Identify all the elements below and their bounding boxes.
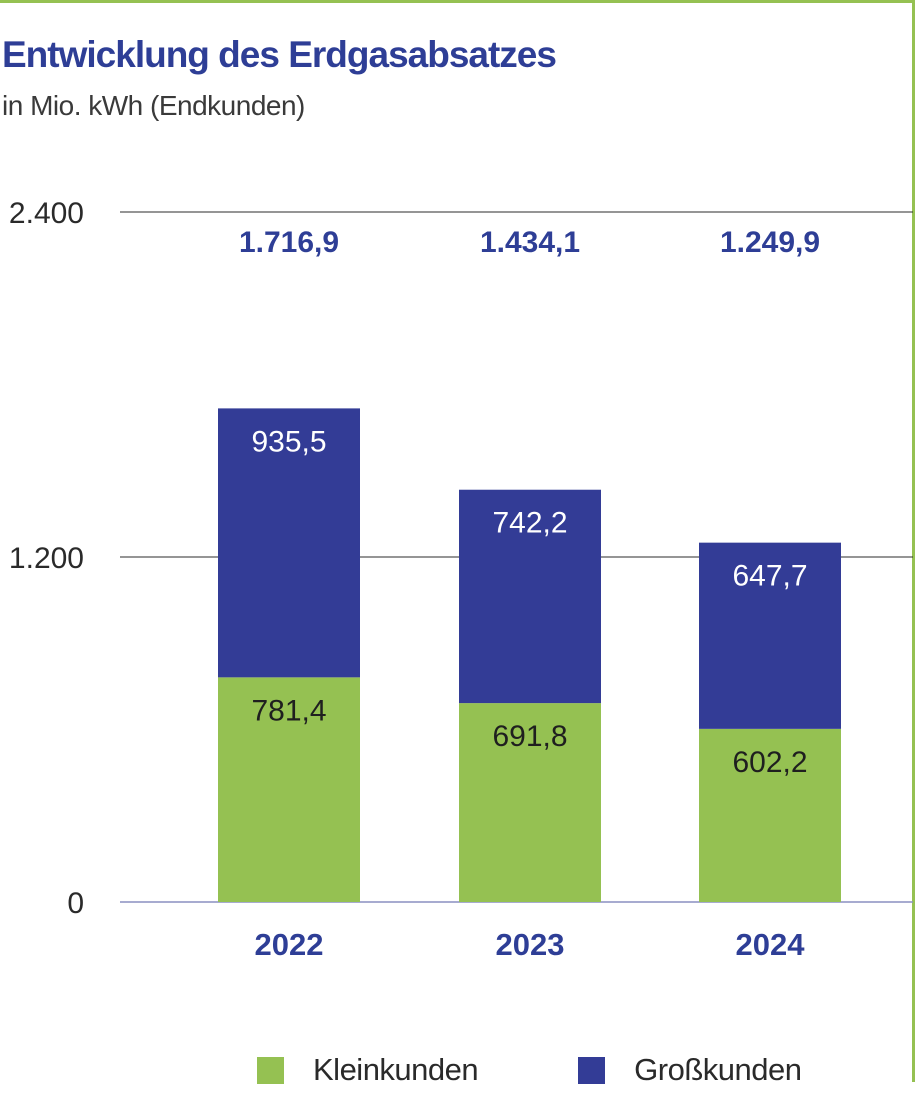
bar-value-label: 781,4 — [251, 694, 326, 727]
chart-legend: Kleinkunden Großkunden — [257, 1050, 901, 1090]
x-tick-label: 2022 — [255, 927, 324, 962]
frame-right-border — [912, 0, 915, 1082]
chart-subtitle: in Mio. kWh (Endkunden) — [2, 90, 305, 121]
legend-swatch-kleinkunden — [257, 1056, 284, 1084]
x-tick-label: 2023 — [496, 927, 565, 962]
y-tick-label: 1.200 — [9, 542, 84, 575]
bar-value-label: 647,7 — [732, 560, 807, 593]
legend-label-grosskunden: Großkunden — [634, 1052, 802, 1087]
bar-value-label: 742,2 — [492, 507, 567, 540]
legend-item-kleinkunden: Kleinkunden — [257, 1052, 479, 1088]
frame-top-border — [0, 0, 915, 3]
bar-total-label: 1.249,9 — [720, 226, 820, 259]
bar-value-label: 691,8 — [492, 720, 567, 753]
bar-segment-grosskunden — [218, 408, 360, 678]
bar-value-label: 602,2 — [732, 746, 807, 779]
bar-total-label: 1.434,1 — [480, 226, 580, 259]
bar-segment-kleinkunden — [218, 677, 360, 902]
chart-title: Entwicklung des Erdgasabsatzes — [2, 34, 557, 75]
bar-segment-grosskunden — [699, 542, 841, 729]
y-tick-label: 0 — [67, 887, 84, 920]
y-tick-label: 2.400 — [9, 197, 84, 230]
legend-item-grosskunden: Großkunden — [578, 1052, 802, 1088]
bar-value-label: 935,5 — [251, 425, 326, 458]
bar-segment-kleinkunden — [699, 728, 841, 902]
legend-label-kleinkunden: Kleinkunden — [313, 1052, 479, 1087]
bar-total-label: 1.716,9 — [239, 226, 339, 259]
x-tick-label: 2024 — [736, 927, 806, 962]
legend-swatch-grosskunden — [578, 1056, 606, 1084]
bar-segment-kleinkunden — [459, 703, 601, 902]
bar-segment-grosskunden — [459, 489, 601, 704]
